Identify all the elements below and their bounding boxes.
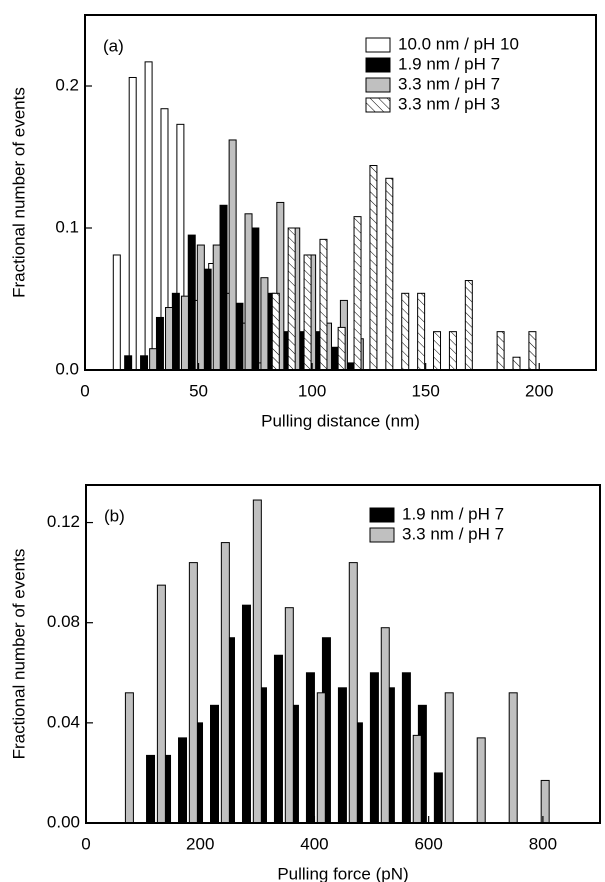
x-tick-label: 200 bbox=[525, 381, 553, 400]
x-tick-label: 150 bbox=[411, 381, 439, 400]
legend-swatch bbox=[365, 57, 391, 73]
bar bbox=[203, 268, 212, 371]
legend-swatch bbox=[365, 77, 391, 93]
bar bbox=[528, 331, 537, 371]
legend-swatch bbox=[369, 507, 395, 523]
legend-swatch bbox=[369, 527, 395, 543]
y-tick-label: 0.04 bbox=[47, 712, 80, 731]
bar bbox=[433, 331, 442, 371]
bar bbox=[284, 607, 294, 824]
bar bbox=[287, 227, 296, 371]
bar bbox=[337, 326, 346, 371]
bar bbox=[273, 654, 283, 824]
bar bbox=[187, 234, 196, 371]
y-tick-label: 0.1 bbox=[55, 217, 79, 236]
bar bbox=[196, 244, 205, 371]
legend-label: 1.9 nm / pH 7 bbox=[402, 504, 504, 523]
y-tick-label: 0.2 bbox=[55, 75, 79, 94]
legend-label: 3.3 nm / pH 7 bbox=[402, 524, 504, 543]
y-tick-label: 0.0 bbox=[55, 359, 79, 378]
x-tick-label: 800 bbox=[529, 834, 557, 853]
bar bbox=[412, 734, 422, 824]
bar bbox=[228, 139, 237, 371]
legend-label: 3.3 nm / pH 7 bbox=[398, 74, 500, 93]
plot-frame bbox=[85, 484, 601, 824]
bar bbox=[252, 499, 262, 824]
y-tick-label: 0.00 bbox=[47, 812, 80, 831]
bar bbox=[146, 754, 156, 824]
bar bbox=[260, 277, 269, 371]
y-tick-label: 0.12 bbox=[47, 512, 80, 531]
x-tick-label: 0 bbox=[80, 381, 89, 400]
bar bbox=[417, 292, 426, 371]
bar bbox=[305, 672, 315, 824]
panel-label: (b) bbox=[104, 506, 125, 525]
bar bbox=[508, 692, 518, 824]
x-tick-label: 100 bbox=[298, 381, 326, 400]
y-axis-label: Fractional number of events bbox=[9, 549, 28, 760]
bar bbox=[144, 61, 153, 371]
x-tick-label: 0 bbox=[81, 834, 90, 853]
legend-label: 1.9 nm / pH 7 bbox=[398, 54, 500, 73]
bar bbox=[433, 772, 443, 824]
y-tick-label: 0.08 bbox=[47, 612, 80, 631]
legend-label: 10.0 nm / pH 10 bbox=[398, 34, 519, 53]
x-tick-label: 50 bbox=[189, 381, 208, 400]
legend-swatch bbox=[365, 97, 391, 113]
bar bbox=[380, 627, 390, 824]
bar bbox=[346, 362, 355, 371]
bar bbox=[512, 356, 521, 371]
bar bbox=[401, 672, 411, 824]
bar bbox=[235, 302, 244, 371]
bar bbox=[303, 254, 312, 371]
bar bbox=[124, 355, 133, 371]
bar bbox=[444, 692, 454, 824]
bar bbox=[244, 213, 253, 371]
legend-label: 3.3 nm / pH 3 bbox=[398, 94, 500, 113]
bar bbox=[178, 737, 188, 824]
bar bbox=[330, 346, 339, 371]
bar bbox=[112, 254, 121, 371]
bar bbox=[124, 692, 134, 824]
x-tick-label: 400 bbox=[300, 834, 328, 853]
bar bbox=[128, 76, 137, 371]
bar bbox=[210, 704, 219, 824]
x-tick-label: 600 bbox=[414, 834, 442, 853]
bar bbox=[369, 165, 378, 371]
bar bbox=[369, 672, 379, 824]
bar bbox=[165, 307, 174, 371]
bar bbox=[337, 687, 347, 824]
bar bbox=[401, 292, 410, 371]
bar bbox=[180, 295, 189, 371]
plot-frame bbox=[84, 14, 597, 371]
bar bbox=[271, 292, 280, 371]
bar bbox=[156, 584, 166, 824]
bar bbox=[348, 562, 358, 824]
bar bbox=[220, 542, 230, 824]
bar bbox=[464, 280, 473, 371]
bar bbox=[353, 216, 362, 371]
y-axis-label: Fractional number of events bbox=[9, 87, 28, 298]
bar bbox=[171, 292, 180, 371]
bar bbox=[316, 692, 326, 824]
bar bbox=[251, 227, 260, 371]
bar bbox=[188, 562, 198, 824]
bar bbox=[149, 348, 158, 371]
bar bbox=[219, 204, 228, 371]
bar bbox=[448, 331, 457, 371]
x-axis-label: Pulling force (pN) bbox=[277, 864, 408, 882]
panel-label: (a) bbox=[103, 36, 124, 55]
bar bbox=[385, 177, 394, 371]
bar bbox=[319, 238, 328, 371]
bar bbox=[241, 604, 251, 824]
x-tick-label: 200 bbox=[186, 834, 214, 853]
x-axis-label: Pulling distance (nm) bbox=[261, 411, 420, 430]
bar bbox=[496, 331, 505, 371]
bar bbox=[476, 737, 486, 824]
bar bbox=[140, 355, 149, 371]
bar bbox=[155, 316, 164, 371]
legend-swatch bbox=[365, 37, 391, 53]
bar bbox=[212, 244, 221, 371]
